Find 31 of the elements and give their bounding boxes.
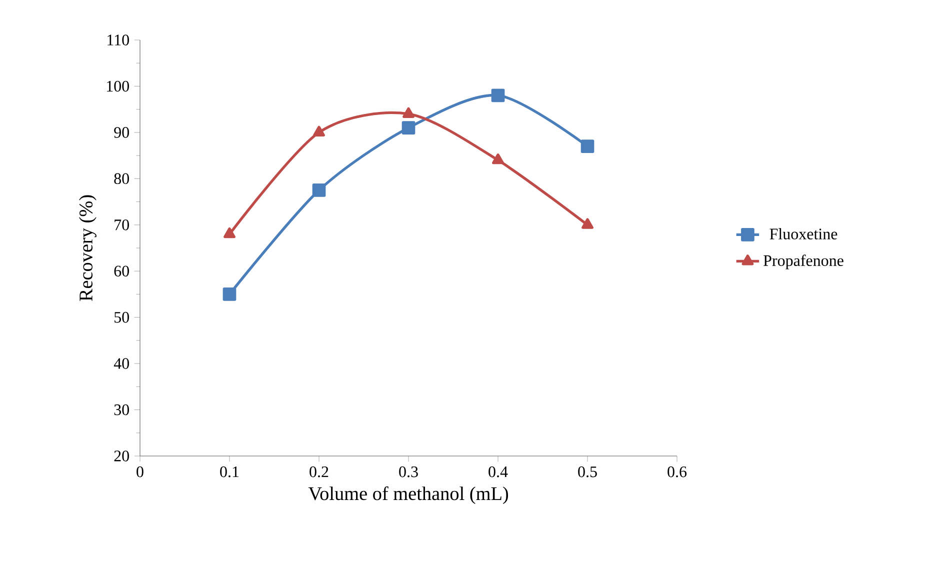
point bbox=[402, 121, 416, 134]
x-tick-label: 0 bbox=[136, 466, 144, 478]
y-tick-label: 110 bbox=[108, 34, 129, 46]
y-tick-label: 90 bbox=[114, 127, 129, 138]
point bbox=[582, 218, 594, 229]
y-tick-label: 70 bbox=[114, 219, 129, 230]
y-tick-label: 40 bbox=[114, 358, 129, 369]
point bbox=[313, 126, 325, 136]
point bbox=[222, 288, 236, 301]
x-tick-label: 0.1 bbox=[220, 466, 239, 478]
y-tick-label: 50 bbox=[114, 312, 129, 323]
x-tick-label: 0.5 bbox=[578, 466, 597, 478]
x-tick-label: 0.2 bbox=[310, 466, 328, 478]
y-axis-title: Recovery (%) bbox=[78, 195, 96, 302]
point bbox=[492, 154, 504, 164]
x-tick-label: 0.4 bbox=[488, 466, 508, 478]
point bbox=[224, 227, 236, 238]
point bbox=[491, 88, 505, 102]
point bbox=[312, 184, 326, 197]
point bbox=[402, 107, 414, 118]
y-tick-label: 30 bbox=[114, 404, 129, 416]
x-axis-title: Volume of methanol (mL) bbox=[308, 486, 508, 504]
y-tick-label: 80 bbox=[114, 173, 129, 184]
x-tick-label: 0.3 bbox=[399, 466, 418, 478]
x-tick-label: 0.6 bbox=[668, 466, 687, 478]
y-tick-label: 60 bbox=[114, 266, 129, 276]
legend-label: Propafenone bbox=[764, 254, 844, 270]
y-tick-label: 100 bbox=[107, 80, 129, 92]
y-tick-label: 20 bbox=[114, 450, 129, 462]
point bbox=[580, 140, 594, 153]
legend-label: Fluoxetine bbox=[770, 228, 838, 240]
